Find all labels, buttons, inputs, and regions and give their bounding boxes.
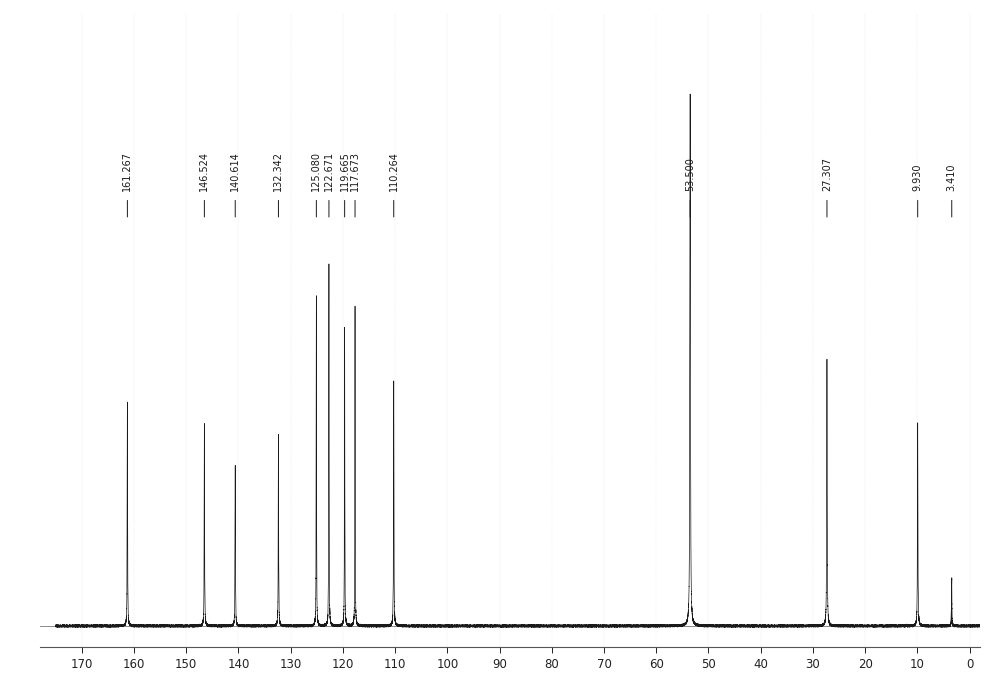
Text: 119.665: 119.665 [340, 152, 350, 191]
Text: 146.524: 146.524 [199, 151, 209, 191]
Text: 122.671: 122.671 [324, 151, 334, 191]
Text: 9.930: 9.930 [913, 164, 923, 191]
Text: 132.342: 132.342 [273, 151, 283, 191]
Text: 125.080: 125.080 [311, 151, 321, 191]
Text: 53.500: 53.500 [685, 157, 695, 191]
Text: 161.267: 161.267 [122, 151, 132, 191]
Text: 3.410: 3.410 [947, 164, 957, 191]
Text: 110.264: 110.264 [389, 152, 399, 191]
Text: 27.307: 27.307 [822, 157, 832, 191]
Text: 117.673: 117.673 [350, 151, 360, 191]
Text: 140.614: 140.614 [230, 152, 240, 191]
